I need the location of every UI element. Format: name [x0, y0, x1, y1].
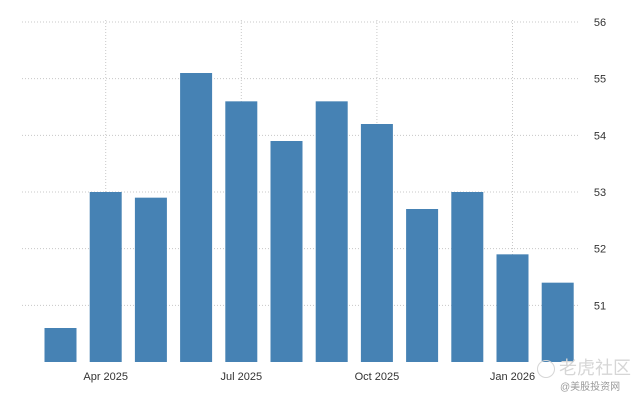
y-tick-label: 52: [594, 244, 606, 256]
bar-2025-07: [225, 101, 258, 362]
x-axis-ticks: Apr 2025 Jul 2025 Oct 2025 Jan 2026: [83, 371, 535, 383]
bar-2025-10: [360, 124, 393, 362]
x-tick-label: Oct 2025: [355, 371, 400, 383]
watermark-circle-icon: [537, 360, 555, 379]
bar-2025-12: [451, 192, 484, 362]
bar-2026-02: [541, 282, 574, 362]
bar-2025-11: [406, 209, 439, 362]
y-tick-label: 56: [594, 17, 606, 29]
y-tick-label: 53: [594, 187, 606, 199]
bar-2026-01: [496, 254, 529, 362]
bar-2025-04: [89, 192, 122, 362]
watermark-main-text: 老虎社区: [559, 358, 631, 378]
bar-2025-08: [270, 141, 303, 362]
y-tick-label: 55: [594, 74, 606, 86]
bar-2025-03: [44, 328, 77, 362]
x-tick-label: Jul 2025: [221, 371, 263, 383]
x-tick-label: Jan 2026: [490, 371, 535, 383]
y-tick-label: 54: [594, 130, 606, 142]
bar-series: [44, 73, 574, 362]
y-axis-ticks: 51 52 53 54 55 56: [594, 17, 606, 312]
watermark-logo: 老虎社区: [537, 354, 631, 380]
watermark-sub-text: @美股投资网: [560, 382, 621, 393]
bar-2025-05: [134, 197, 167, 362]
x-tick-label: Apr 2025: [83, 371, 128, 383]
bar-2025-09: [315, 101, 348, 362]
bar-2025-06: [180, 73, 213, 362]
y-tick-label: 51: [594, 300, 606, 312]
